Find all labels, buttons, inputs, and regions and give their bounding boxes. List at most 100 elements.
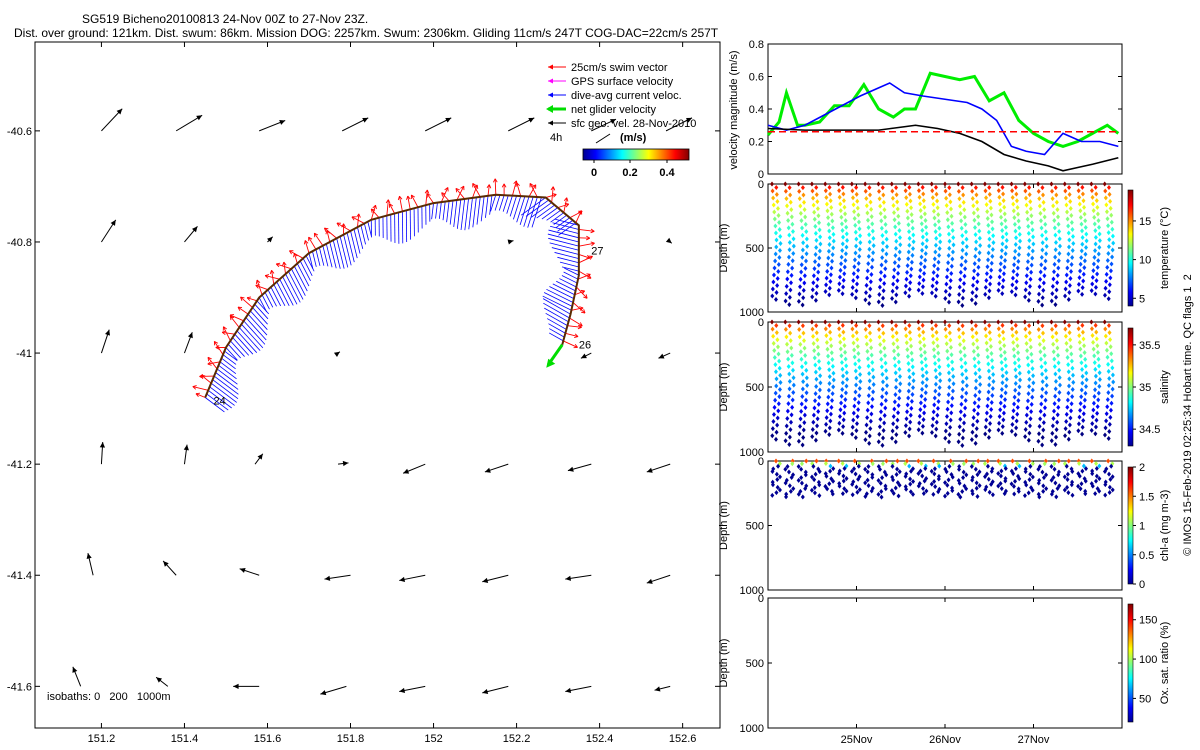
profile-point bbox=[950, 395, 955, 401]
swim-vector-head bbox=[424, 189, 430, 194]
profile-point bbox=[990, 358, 995, 364]
profile-point bbox=[828, 278, 833, 284]
profile-point bbox=[812, 485, 817, 491]
profile-point bbox=[1106, 230, 1111, 236]
swim-vector-head bbox=[213, 340, 219, 346]
profile-point bbox=[777, 365, 782, 371]
swim-vector-head bbox=[515, 182, 520, 187]
profile-point bbox=[790, 404, 795, 410]
profile-point bbox=[817, 394, 822, 400]
profile-point bbox=[1051, 475, 1056, 481]
profile-point bbox=[1051, 276, 1056, 282]
profile-point bbox=[1013, 478, 1018, 484]
current-vector bbox=[442, 201, 446, 221]
profile-point bbox=[898, 235, 903, 241]
profile-point bbox=[1030, 387, 1035, 393]
cbar-tick-label: 1 bbox=[1139, 521, 1145, 533]
profile-point bbox=[884, 383, 889, 389]
profile-point bbox=[1025, 348, 1030, 354]
profile-point bbox=[960, 323, 965, 329]
profile-point bbox=[788, 338, 793, 344]
profile-point bbox=[797, 334, 802, 340]
profile-point bbox=[1090, 471, 1095, 477]
profile-point bbox=[1026, 490, 1031, 496]
profile-point bbox=[1055, 412, 1060, 418]
profile-point bbox=[889, 319, 894, 325]
profile-point bbox=[1084, 231, 1089, 237]
profile-point bbox=[770, 433, 775, 439]
profile-point bbox=[1067, 244, 1072, 250]
profile-point bbox=[816, 269, 821, 275]
current-vector bbox=[549, 328, 565, 338]
profile-point bbox=[910, 364, 915, 370]
profile-point bbox=[827, 235, 832, 241]
profile-point bbox=[864, 203, 869, 209]
profile-point bbox=[1097, 488, 1102, 494]
profile-point bbox=[1044, 251, 1049, 257]
profile-point bbox=[1030, 461, 1035, 467]
profile-point bbox=[1107, 421, 1112, 427]
profile-point bbox=[987, 375, 992, 381]
profile-point bbox=[831, 370, 836, 376]
current-vector bbox=[546, 209, 561, 221]
profile-point bbox=[868, 192, 873, 198]
profile-point bbox=[881, 330, 886, 336]
profile-point bbox=[973, 323, 978, 329]
profile-point bbox=[922, 349, 927, 355]
profile-point bbox=[1000, 322, 1005, 328]
profile-point bbox=[1111, 379, 1116, 385]
profile-point bbox=[1043, 258, 1048, 264]
profile-point bbox=[841, 473, 846, 479]
profile-point bbox=[850, 424, 855, 430]
profile-point bbox=[963, 360, 968, 366]
profile-point bbox=[789, 214, 794, 220]
profile-point bbox=[867, 246, 872, 252]
profile-point bbox=[865, 210, 870, 216]
profile-point bbox=[1078, 401, 1083, 407]
profile-point bbox=[841, 277, 846, 283]
profile-point bbox=[964, 251, 969, 257]
current-vector bbox=[357, 227, 364, 249]
time-xtick-label: 25Nov bbox=[841, 734, 873, 746]
profile-point bbox=[797, 431, 802, 437]
profile-point bbox=[854, 191, 859, 197]
profile-point bbox=[1053, 323, 1058, 329]
profile-axes-box bbox=[767, 597, 1123, 729]
geo-vector-head bbox=[257, 453, 263, 460]
profile-point bbox=[880, 379, 885, 385]
profile-point bbox=[1024, 341, 1029, 347]
swim-vector bbox=[557, 203, 569, 209]
profile-point bbox=[1051, 203, 1056, 209]
swim-vector bbox=[326, 230, 331, 243]
profile-point bbox=[897, 366, 902, 372]
profile-point bbox=[868, 279, 873, 285]
profile-point bbox=[898, 373, 903, 379]
profile-point bbox=[1077, 414, 1082, 420]
profile-point bbox=[1025, 405, 1030, 411]
profile-point bbox=[1070, 254, 1075, 260]
profile-point bbox=[880, 233, 885, 239]
profile-point bbox=[815, 344, 820, 350]
profile-point bbox=[864, 195, 869, 201]
profile-point bbox=[866, 261, 871, 267]
profile-point bbox=[976, 352, 981, 358]
geo-vector-head bbox=[399, 576, 406, 582]
profile-point bbox=[989, 351, 994, 357]
swim-vector-head bbox=[574, 333, 579, 339]
profile-point bbox=[776, 262, 781, 268]
current-vector bbox=[561, 275, 578, 284]
profile-point bbox=[1037, 284, 1042, 290]
profile-point bbox=[948, 424, 953, 430]
profile-point bbox=[973, 253, 978, 259]
profile-point bbox=[962, 413, 967, 419]
current-vector bbox=[209, 386, 235, 406]
colorbar-unit: (m/s) bbox=[620, 132, 647, 144]
profile-point bbox=[890, 195, 895, 201]
profile-point bbox=[1057, 390, 1062, 396]
profile-point bbox=[1097, 244, 1102, 250]
profile-point bbox=[933, 367, 938, 373]
swim-vector-head bbox=[240, 296, 245, 301]
profile-point bbox=[772, 347, 777, 353]
profile-point bbox=[1083, 356, 1088, 362]
profile-point bbox=[837, 326, 842, 332]
